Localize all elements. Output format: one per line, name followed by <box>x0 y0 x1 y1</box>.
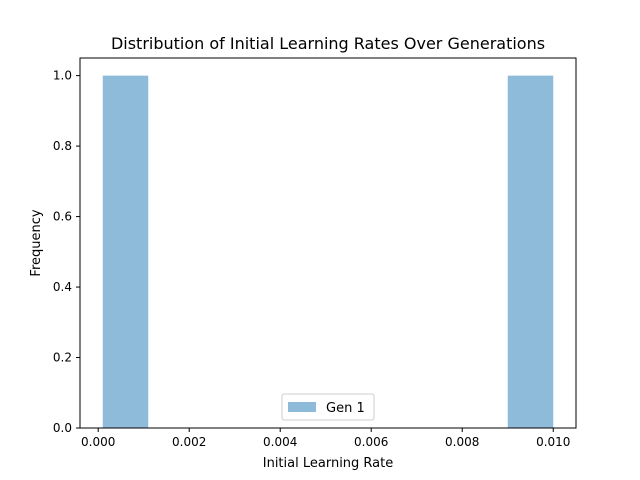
legend-box <box>281 393 375 421</box>
x-axis: 0.000 0.002 0.004 0.006 0.008 0.010 <box>81 428 570 449</box>
histogram-bar <box>507 75 554 428</box>
x-tick-label: 0.002 <box>172 435 206 449</box>
x-tick-label: 0.004 <box>263 435 297 449</box>
y-tick-label: 0.0 <box>53 421 72 435</box>
legend-swatch <box>288 402 316 412</box>
x-axis-label: Initial Learning Rate <box>263 456 393 471</box>
y-tick-label: 0.6 <box>53 210 72 224</box>
y-axis-label: Frequency <box>29 209 44 276</box>
legend-label-gen-1: Gen 1 <box>326 401 365 416</box>
plot-frame <box>79 57 577 429</box>
y-axis: 0.0 0.2 0.4 0.6 0.8 1.0 <box>53 69 80 435</box>
x-tick-label: 0.008 <box>445 435 479 449</box>
y-tick-label: 1.0 <box>53 69 72 83</box>
y-tick-label: 0.2 <box>53 351 72 365</box>
bars-group <box>102 75 554 428</box>
x-tick-label: 0.006 <box>354 435 388 449</box>
legend: Gen 1 <box>281 393 375 421</box>
y-tick-label: 0.4 <box>53 280 72 294</box>
x-tick-label: 0.000 <box>81 435 115 449</box>
chart-title: Distribution of Initial Learning Rates O… <box>111 34 545 53</box>
histogram-bar <box>102 75 149 428</box>
y-tick-label: 0.8 <box>53 139 72 153</box>
x-tick-label: 0.010 <box>536 435 570 449</box>
